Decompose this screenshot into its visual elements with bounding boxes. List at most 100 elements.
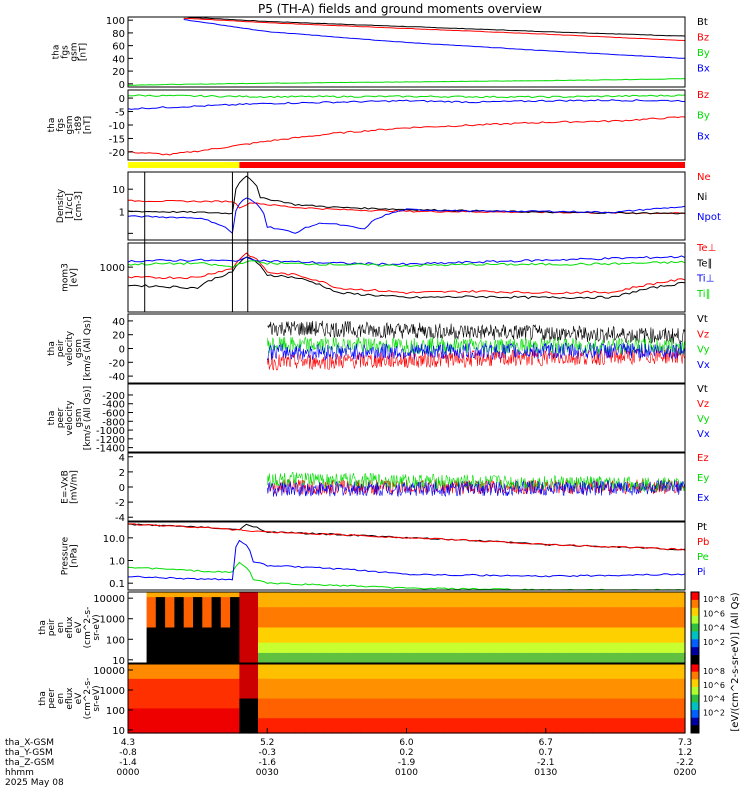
legend-fgs_dsl-2: Bx [697,131,710,142]
spec-cell [443,728,454,734]
spec-cell [499,723,510,729]
spec-cell [452,668,463,675]
spec-cell [155,657,166,664]
spec-cell [536,607,547,613]
ytick-label-peir_spec-1: 100 [106,635,125,646]
spec-cell [647,683,658,690]
spec-cell [211,664,222,670]
spec-cell [276,728,287,734]
spec-cell [415,657,426,664]
spec-cell [573,728,584,734]
spec-cell [369,693,380,700]
spec-cell [397,627,408,634]
spec-cell [350,723,361,729]
xaxis-value: -0.8 [119,748,137,758]
spec-cell [425,592,435,598]
spec-cell [220,723,231,729]
spec-cell [443,693,454,700]
spec-cell [582,632,593,639]
spec-cell [425,718,435,724]
spec-cell [527,728,538,734]
spec-cell [183,622,194,629]
ytick-label-peer_velocity-6: -1400 [96,444,125,455]
spec-cell [434,708,445,714]
spec-cell [517,673,528,680]
spec-cell [220,713,231,719]
spec-cell [174,632,185,639]
spec-cell [313,637,324,644]
spec-cell [415,632,426,639]
spec-cell [387,693,398,700]
spec-cell [369,652,380,659]
spec-cell [647,718,658,724]
frame-density [127,171,686,241]
spec-cell [480,703,491,709]
spec-cell [406,602,417,608]
spec-cell [146,637,157,644]
spec-cell [239,632,250,639]
spec-cell [146,728,157,734]
spec-cell [601,678,612,685]
spec-cell [220,602,231,608]
spec-cell [610,678,621,685]
spec-cell [675,632,686,639]
spec-cell [304,597,315,603]
spec-cell [369,617,380,624]
spec-cell [146,612,157,618]
spec-cell [276,708,287,714]
spec-cell [378,607,389,613]
spec-cell [258,642,268,649]
spec-cell [564,728,575,734]
ylabel-line: (cm^2-s- [83,607,93,649]
spec-cell [657,723,667,729]
spec-cell [146,642,157,649]
spec-cell [387,683,398,690]
xaxis-value: 6.0 [399,738,414,748]
spec-cell [527,597,538,603]
spec-cell [425,622,435,629]
spec-cell [490,688,500,695]
spec-cell [471,688,482,695]
spec-cell [610,642,621,649]
spec-cell [137,664,148,670]
spec-cell [248,708,259,714]
spec-cell [350,693,361,700]
spec-cell [415,622,426,629]
spec-cell [146,708,157,714]
spec-cell [360,664,370,670]
spec-cell [360,708,370,714]
spec-cell [480,678,491,685]
spec-cell [369,627,380,634]
spec-cell [601,637,612,644]
spec-cell [490,664,500,670]
spec-cell [193,693,203,700]
spec-cell [202,592,213,598]
spec-cell [564,627,575,634]
spec-cell [341,642,352,649]
spec-cell [592,664,603,670]
spec-cell [313,664,324,670]
spec-cell [267,703,278,709]
spec-cell [610,688,621,695]
spec-cell [499,698,510,704]
ytick-label-fgs_dsl-4: -20 [109,148,125,159]
spec-cell [425,617,435,624]
spec-cell [462,657,473,664]
xaxis-value: 0000 [117,768,140,778]
spec-cell [332,698,343,704]
spec-cell [638,637,649,644]
spec-cell [174,678,185,685]
spec-cell [564,688,575,695]
spec-cell [313,698,324,704]
spec-cell [146,723,157,729]
ylabel-line: eflux [65,616,75,639]
spec-cell [610,597,621,603]
spec-cell [211,703,222,709]
spec-cell [220,668,231,675]
spec-cell [239,597,250,603]
spec-cell [638,647,649,654]
spec-cell [629,612,640,618]
spec-cell [536,647,547,654]
spec-cell [350,713,361,719]
spec-cell [165,693,175,700]
